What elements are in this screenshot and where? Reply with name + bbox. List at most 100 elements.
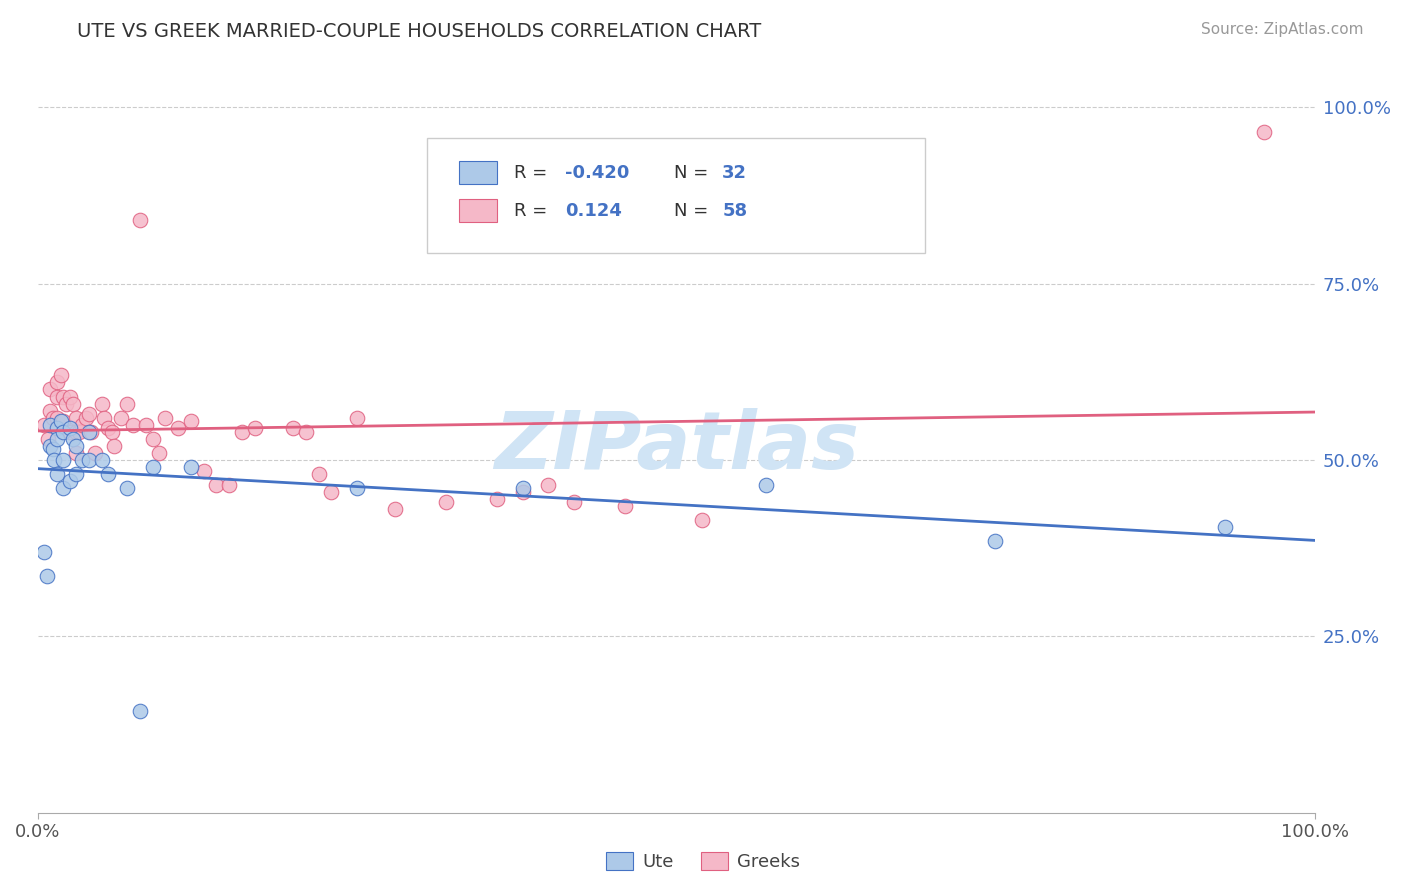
- Point: [243, 421, 266, 435]
- Point: [59, 425, 82, 439]
- Point: [62, 396, 84, 410]
- Point: [193, 464, 215, 478]
- Point: [295, 425, 318, 439]
- Point: [77, 453, 100, 467]
- Text: ZIPatlas: ZIPatlas: [494, 408, 859, 486]
- Point: [614, 499, 637, 513]
- Point: [45, 376, 67, 390]
- Point: [59, 421, 82, 435]
- Point: [49, 368, 72, 383]
- Point: [167, 421, 190, 435]
- Point: [142, 432, 165, 446]
- Point: [135, 417, 157, 432]
- Point: [42, 410, 65, 425]
- Point: [45, 421, 67, 435]
- Point: [434, 495, 457, 509]
- Point: [45, 390, 67, 404]
- Point: [346, 410, 368, 425]
- Point: [52, 414, 75, 428]
- Point: [90, 453, 112, 467]
- Point: [97, 467, 120, 482]
- Point: [65, 439, 87, 453]
- Point: [52, 390, 75, 404]
- Point: [39, 439, 62, 453]
- Text: R =: R =: [515, 163, 553, 182]
- Legend: Ute, Greeks: Ute, Greeks: [599, 845, 807, 879]
- Point: [67, 425, 90, 439]
- Point: [39, 403, 62, 417]
- Point: [180, 414, 202, 428]
- Text: 0.124: 0.124: [565, 202, 621, 219]
- Point: [690, 513, 713, 527]
- Point: [39, 383, 62, 397]
- Point: [72, 453, 94, 467]
- Point: [512, 481, 534, 495]
- Point: [142, 460, 165, 475]
- Text: 32: 32: [723, 163, 747, 182]
- Point: [486, 491, 509, 506]
- Point: [155, 410, 177, 425]
- Point: [65, 425, 87, 439]
- Point: [37, 432, 59, 446]
- Point: [122, 417, 145, 432]
- Point: [93, 410, 115, 425]
- Point: [52, 425, 75, 439]
- Point: [72, 417, 94, 432]
- Point: [65, 467, 87, 482]
- Point: [45, 467, 67, 482]
- Text: 58: 58: [723, 202, 747, 219]
- Text: N =: N =: [673, 202, 714, 219]
- Point: [75, 410, 97, 425]
- Point: [537, 477, 560, 491]
- Point: [115, 481, 138, 495]
- Text: R =: R =: [515, 202, 553, 219]
- Point: [62, 432, 84, 446]
- Point: [1253, 125, 1275, 139]
- Point: [52, 453, 75, 467]
- Point: [984, 534, 1007, 549]
- Point: [218, 477, 240, 491]
- Point: [80, 425, 103, 439]
- Point: [512, 484, 534, 499]
- Point: [321, 484, 343, 499]
- Point: [115, 396, 138, 410]
- Point: [346, 481, 368, 495]
- Point: [32, 417, 55, 432]
- Point: [59, 390, 82, 404]
- Point: [100, 425, 122, 439]
- Text: N =: N =: [673, 163, 714, 182]
- Point: [84, 446, 107, 460]
- Point: [49, 414, 72, 428]
- Point: [180, 460, 202, 475]
- Bar: [460, 161, 498, 184]
- Point: [59, 474, 82, 488]
- Point: [384, 502, 406, 516]
- Point: [45, 410, 67, 425]
- Point: [55, 396, 77, 410]
- FancyBboxPatch shape: [427, 138, 925, 252]
- Point: [562, 495, 585, 509]
- Point: [77, 407, 100, 421]
- Point: [90, 396, 112, 410]
- Text: Source: ZipAtlas.com: Source: ZipAtlas.com: [1201, 22, 1364, 37]
- Point: [128, 704, 150, 718]
- Bar: [460, 199, 498, 222]
- Point: [110, 410, 132, 425]
- Point: [128, 213, 150, 227]
- Point: [45, 432, 67, 446]
- Point: [42, 442, 65, 457]
- Point: [281, 421, 304, 435]
- Point: [35, 569, 58, 583]
- Point: [52, 481, 75, 495]
- Point: [44, 453, 66, 467]
- Point: [308, 467, 330, 482]
- Point: [754, 477, 776, 491]
- Point: [205, 477, 228, 491]
- Point: [1213, 520, 1236, 534]
- Text: UTE VS GREEK MARRIED-COUPLE HOUSEHOLDS CORRELATION CHART: UTE VS GREEK MARRIED-COUPLE HOUSEHOLDS C…: [77, 22, 762, 41]
- Point: [39, 417, 62, 432]
- Point: [231, 425, 253, 439]
- Point: [32, 545, 55, 559]
- Point: [103, 439, 125, 453]
- Point: [77, 425, 100, 439]
